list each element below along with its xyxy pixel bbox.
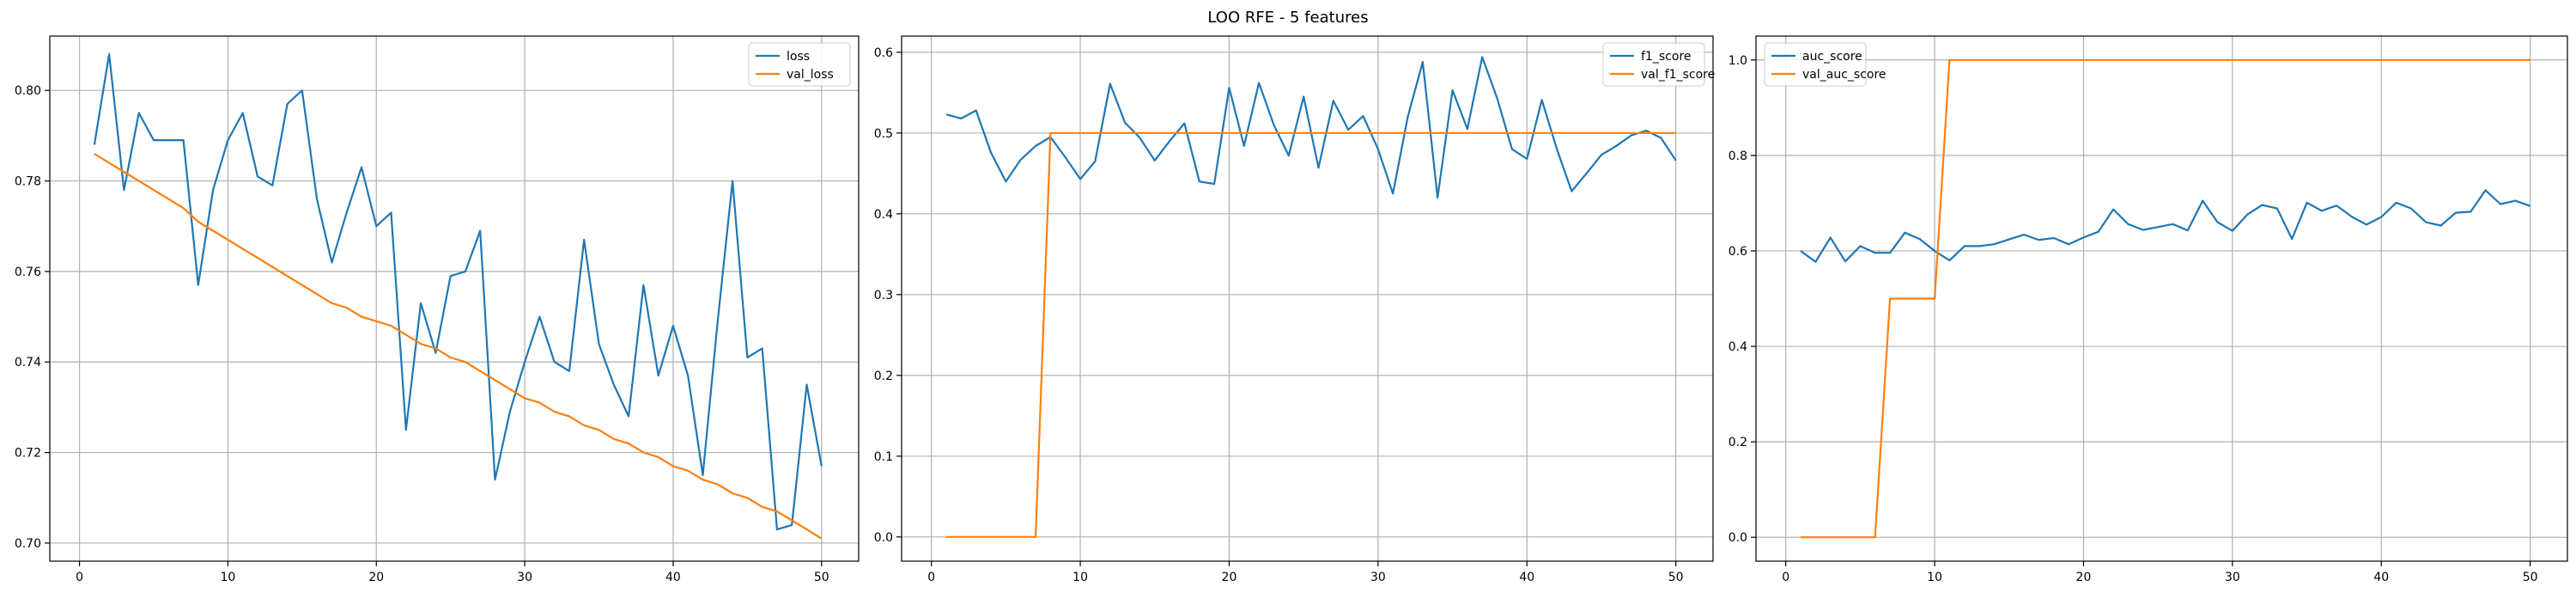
y-tick-label: 0.4 — [874, 208, 893, 222]
y-tick-label: 0.80 — [15, 84, 41, 98]
series-line-val_loss — [94, 152, 823, 540]
chart-panel-2: 0 10 20 30 40 50 0.0 0.1 0.2 0.3 0.4 0.5 0.6 f1_score… — [874, 35, 1715, 584]
y-tick-label: 0.0 — [874, 531, 893, 545]
x-tick-label: 30 — [1370, 571, 1386, 584]
figure-title: LOO RFE - 5 features — [1207, 9, 1369, 27]
y-tick-label: 0.2 — [1728, 436, 1747, 449]
y-tick-label: 0.78 — [15, 175, 41, 189]
y-tick-label: 0.6 — [1728, 245, 1747, 259]
x-tick-label: 40 — [1519, 571, 1534, 584]
legend-label-val_auc_score: val_auc_score — [1802, 68, 1886, 82]
legend-box — [1764, 42, 1867, 87]
x-tick-label: 30 — [517, 571, 532, 584]
x-tick-label: 50 — [814, 571, 829, 584]
legend: auc_score val_auc_score — [1764, 42, 1886, 87]
x-tick-label: 50 — [2523, 571, 2538, 584]
x-tick-label: 0 — [927, 571, 935, 584]
y-tick-label: 0.2 — [874, 370, 893, 383]
y-tick-label: 0.5 — [874, 127, 893, 141]
legend-label-f1_score: f1_score — [1641, 50, 1691, 64]
y-tick-label: 0.74 — [15, 356, 41, 370]
legend-box — [1602, 42, 1705, 87]
x-tick-label: 0 — [76, 571, 83, 584]
x-tick-label: 20 — [1222, 571, 1237, 584]
y-tick-label: 0.72 — [15, 447, 41, 461]
chart-panel-3: 0 10 20 30 40 50 0.0 0.2 0.4 0.6 0.8 1.0 auc_scoreva… — [1728, 35, 2568, 584]
axes-frame — [49, 35, 860, 562]
series-line-val_f1_score — [946, 131, 1676, 538]
x-tick-label: 20 — [2076, 571, 2092, 584]
series-line-auc_score — [1800, 189, 2531, 263]
y-tick-label: 1.0 — [1728, 54, 1747, 68]
axes-frame — [901, 35, 1714, 562]
x-tick-label: 10 — [1072, 571, 1088, 584]
x-tick-label: 40 — [2373, 571, 2389, 584]
y-tick-label: 0.70 — [15, 537, 41, 551]
legend: f1_score val_f1_score — [1602, 42, 1715, 87]
legend-label-loss: loss — [787, 50, 810, 64]
x-tick-label: 10 — [1927, 571, 1942, 584]
x-tick-label: 40 — [665, 571, 681, 584]
x-tick-label: 10 — [220, 571, 235, 584]
y-tick-label: 0.4 — [1728, 340, 1747, 354]
x-tick-label: 20 — [368, 571, 384, 584]
legend-label-val_loss: val_loss — [787, 68, 834, 82]
series-line-loss — [93, 52, 823, 531]
legend-label-auc_score: auc_score — [1802, 50, 1862, 64]
axes-frame — [1755, 35, 2568, 562]
y-tick-label: 0.0 — [1728, 531, 1747, 545]
series-line-f1_score — [945, 56, 1677, 199]
legend-box — [748, 42, 851, 87]
y-tick-label: 0.76 — [15, 266, 41, 279]
legend-label-val_f1_score: val_f1_score — [1641, 68, 1715, 82]
series-line-val_auc_score — [1801, 58, 2530, 539]
y-tick-label: 0.8 — [1728, 150, 1747, 163]
y-tick-label: 0.3 — [874, 289, 893, 302]
y-tick-label: 0.6 — [874, 46, 893, 60]
legend: loss val_loss — [748, 42, 851, 87]
chart-panel-1: 0 10 20 30 40 50 0.70 0.72 0.74 0.76 0.78 0.80 loss v… — [15, 35, 860, 584]
x-tick-label: 50 — [1668, 571, 1684, 584]
x-tick-label: 0 — [1782, 571, 1789, 584]
y-tick-label: 0.1 — [874, 450, 893, 464]
x-tick-label: 30 — [2225, 571, 2240, 584]
